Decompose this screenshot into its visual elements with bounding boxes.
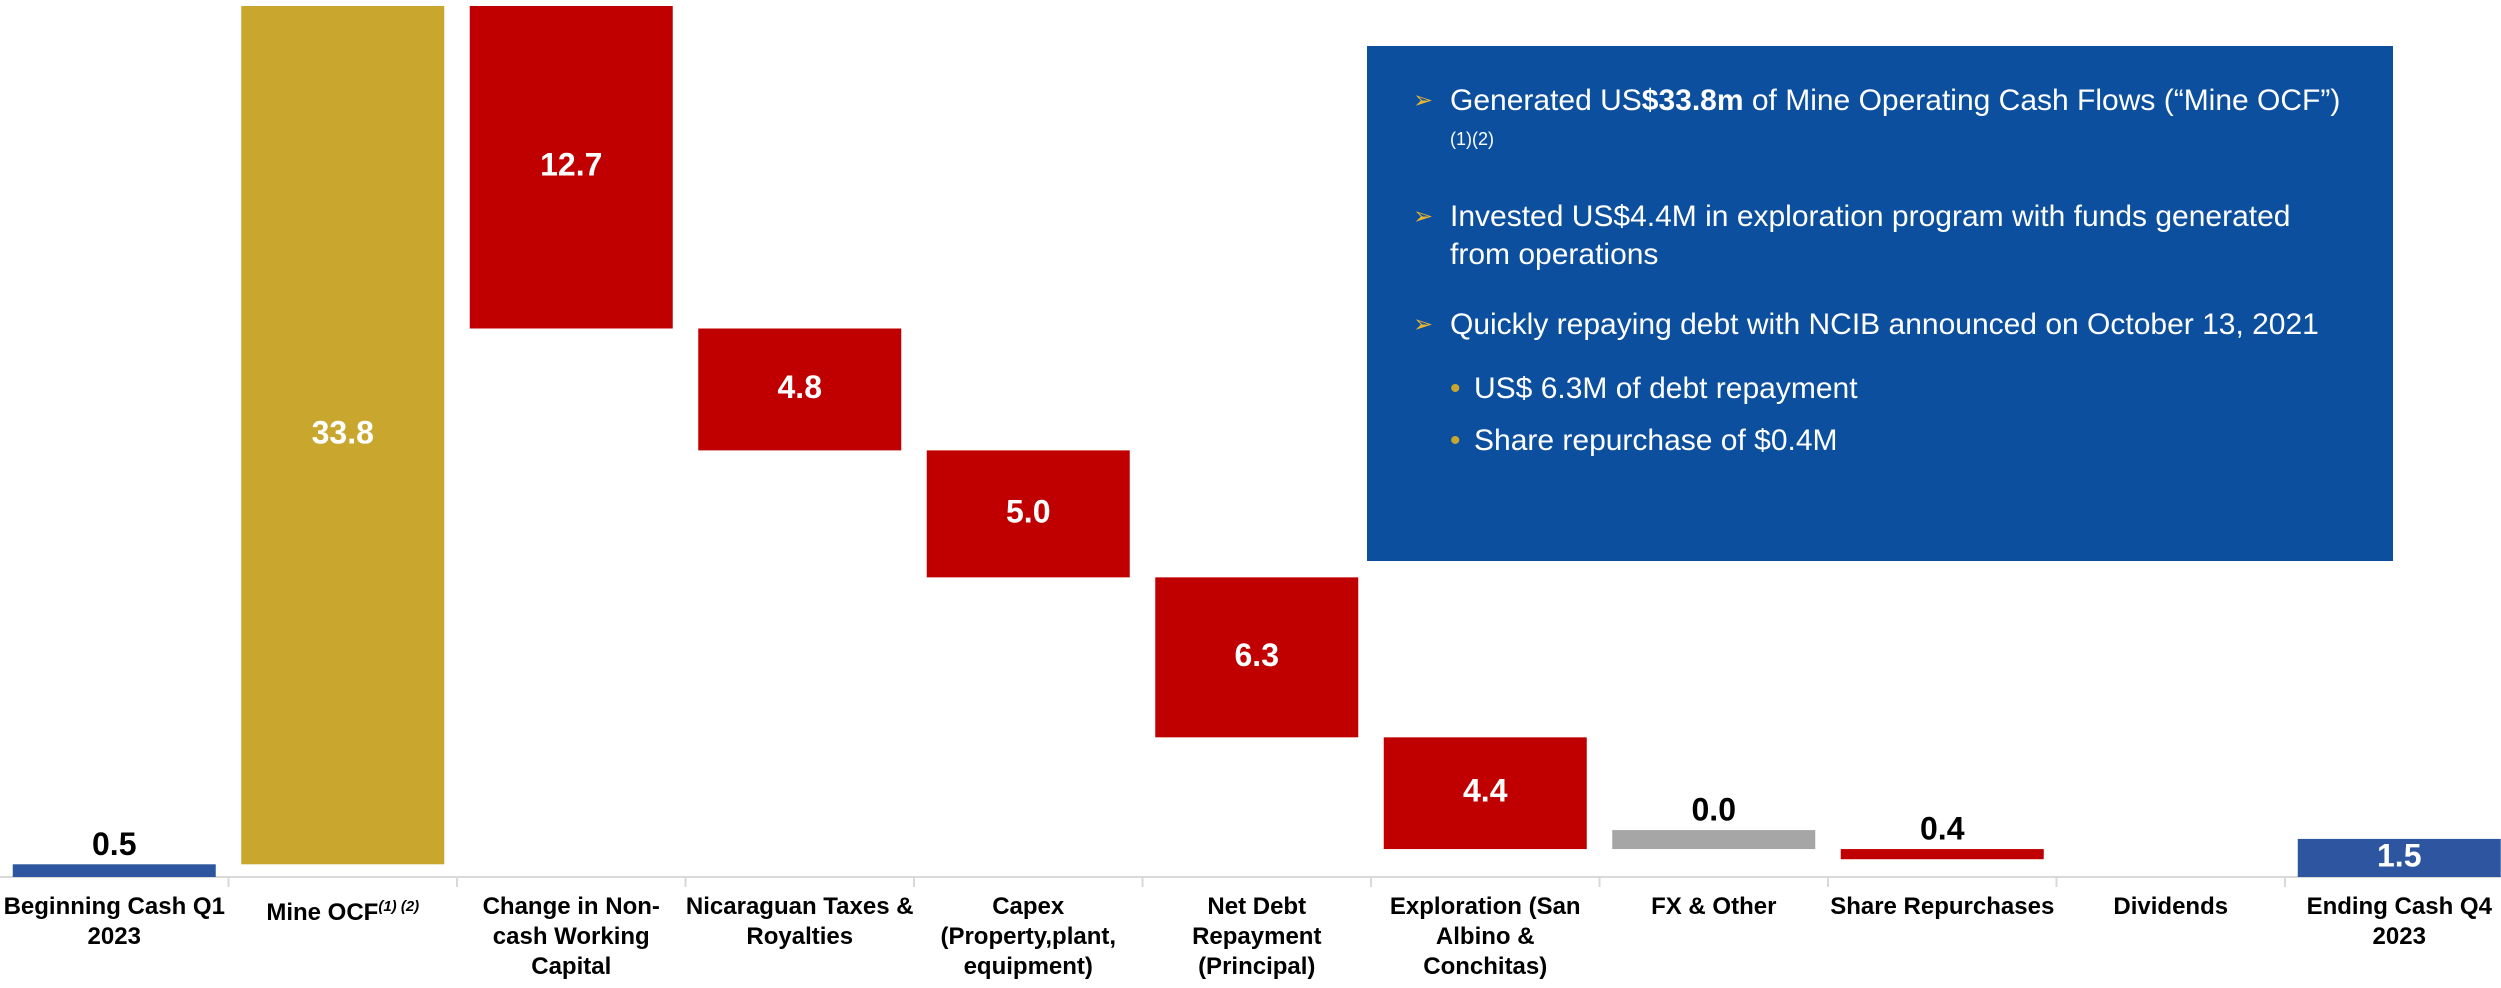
bullet-arrow: ➢ <box>1413 87 1434 114</box>
sub-bullet-text: Share repurchase of $0.4M <box>1474 424 1838 457</box>
category-text: Exploration (San Albino & Conchitas) <box>1389 893 1581 980</box>
category-text: Share Repurchases <box>1830 893 2055 920</box>
sub-bullet: • US$ 6.3M of debt repayment <box>1413 370 2353 408</box>
bar <box>1155 577 1359 738</box>
category-label: Mine OCF(1) (2) <box>229 892 458 928</box>
category-label: Net Debt Repayment (Principal) <box>1143 892 1372 982</box>
category-text: Net Debt Repayment (Principal) <box>1192 893 1322 980</box>
bar <box>2297 838 2501 877</box>
highlights-box: ➢ Generated US$33.8m of Mine Operating Ca… <box>1367 46 2393 561</box>
bullet: ➢ Quickly repaying debt with NCIB announc… <box>1413 306 2353 344</box>
value-label: 4.8 <box>778 369 822 405</box>
bar <box>1612 830 1816 850</box>
value-label: 6.3 <box>1235 637 1279 673</box>
category-text: Beginning Cash Q1 2023 <box>3 893 225 950</box>
value-label: 0.0 <box>1692 792 1736 828</box>
bullet-text: of Mine Operating Cash Flows (“Mine OCF”… <box>1743 84 2341 117</box>
category-label: FX & Other <box>1600 892 1829 922</box>
category-label: Beginning Cash Q1 2023 <box>0 892 229 952</box>
sub-bullet: • Share repurchase of $0.4M <box>1413 422 2353 460</box>
category-label: Ending Cash Q4 2023 <box>2285 892 2501 952</box>
bullet: ➢ Generated US$33.8m of Mine Operating Ca… <box>1413 82 2353 166</box>
bullet-superscript: (1)(2) <box>1450 129 1494 149</box>
category-text: Change in Non-cash Working Capital <box>482 893 660 980</box>
bullet-text: Quickly repaying debt with NCIB announce… <box>1450 308 2319 341</box>
value-label: 1.5 <box>2377 837 2421 873</box>
category-label: Exploration (San Albino & Conchitas) <box>1371 892 1600 982</box>
bar <box>241 6 445 865</box>
value-label: 0.4 <box>1920 811 1965 847</box>
value-label: 12.7 <box>540 147 602 183</box>
category-text: FX & Other <box>1651 893 1777 920</box>
category-label: Change in Non-cash Working Capital <box>457 892 686 982</box>
bullet-bold: $33.8m <box>1641 84 1744 117</box>
value-label: 33.8 <box>312 415 374 451</box>
bar <box>469 6 673 329</box>
category-text: Mine OCF <box>266 899 379 926</box>
category-label: Capex (Property,plant, equipment) <box>914 892 1143 982</box>
category-text: Ending Cash Q4 2023 <box>2306 893 2492 950</box>
category-superscript: (1) (2) <box>378 898 420 915</box>
category-label: Share Repurchases <box>1828 892 2057 922</box>
sub-bullet-text: US$ 6.3M of debt repayment <box>1474 372 1858 405</box>
category-text: Nicaraguan Taxes & Royalties <box>685 893 914 950</box>
category-label: Nicaraguan Taxes & Royalties <box>686 892 915 952</box>
bullet-text: Invested US$4.4M in exploration program … <box>1450 200 2291 271</box>
bullet-arrow: ➢ <box>1413 203 1434 230</box>
bullet-text: Generated US <box>1450 84 1642 117</box>
category-label: Dividends <box>2057 892 2286 922</box>
bar <box>1383 737 1587 850</box>
sub-bullet-dot: • <box>1450 372 1461 405</box>
bar <box>1840 849 2044 860</box>
value-label: 4.4 <box>1463 773 1508 809</box>
sub-bullet-dot: • <box>1450 424 1461 457</box>
value-label: 0.5 <box>92 826 136 862</box>
bar <box>698 328 902 451</box>
bullet: ➢ Invested US$4.4M in exploration program… <box>1413 198 2353 274</box>
bar <box>12 864 216 877</box>
category-text: Dividends <box>2113 893 2229 920</box>
value-label: 5.0 <box>1006 493 1050 529</box>
category-text: Capex (Property,plant, equipment) <box>940 893 1117 980</box>
bar <box>926 450 1130 578</box>
bullet-arrow: ➢ <box>1413 311 1434 338</box>
